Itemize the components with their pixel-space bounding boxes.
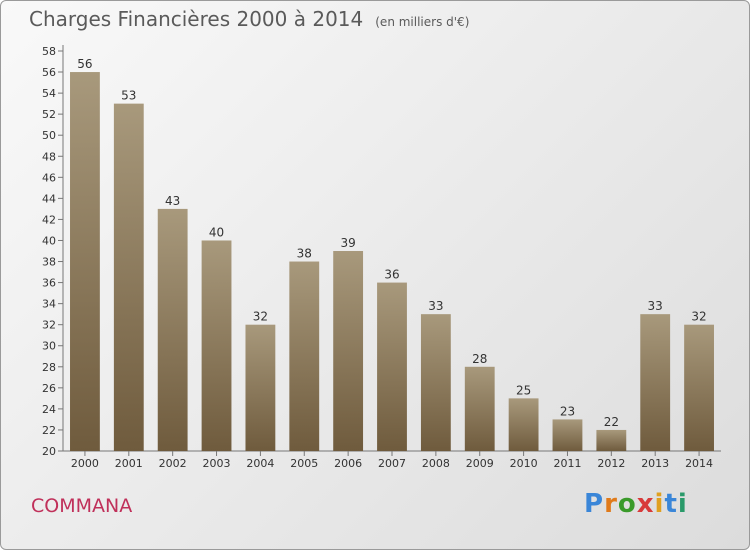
x-tick-label: 2010 <box>510 457 538 470</box>
bars <box>70 72 714 451</box>
bar-2003 <box>201 240 232 451</box>
title-text: Charges Financières 2000 à 2014 <box>29 7 364 31</box>
data-labels: 56 53 43 40 32 38 39 36 33 28 25 23 22 33 32 <box>77 57 706 429</box>
data-label: 39 <box>340 236 355 250</box>
y-tick-label: 48 <box>42 150 56 163</box>
y-tick-label: 32 <box>42 319 56 332</box>
x-tick-label: 2002 <box>159 457 187 470</box>
y-tick-label: 56 <box>42 66 56 79</box>
bar-2006 <box>333 251 364 451</box>
y-tick-label: 30 <box>42 340 56 353</box>
data-label: 43 <box>165 194 180 208</box>
y-tick-label: 20 <box>42 445 56 458</box>
bar-2012 <box>596 429 627 451</box>
logo-letter: x <box>636 489 655 519</box>
bar-2001 <box>113 103 144 451</box>
x-tick-label: 2011 <box>553 457 581 470</box>
data-label: 32 <box>691 310 706 324</box>
proxiti-logo[interactable]: Proxiti <box>584 489 688 519</box>
y-tick-label: 34 <box>42 298 56 311</box>
x-tick-label: 2012 <box>597 457 625 470</box>
data-label: 23 <box>560 404 575 418</box>
bar-2007 <box>377 282 407 451</box>
bar-2004 <box>245 324 276 451</box>
data-label: 28 <box>472 352 487 366</box>
bar-2010 <box>508 398 539 451</box>
data-label: 53 <box>121 89 136 103</box>
x-tick-label: 2006 <box>334 457 362 470</box>
chart-subtitle: (en milliers d'€) <box>375 15 470 29</box>
x-tick-label: 2003 <box>203 457 231 470</box>
y-tick-label: 54 <box>42 87 56 100</box>
y-tick-label: 46 <box>42 171 56 184</box>
bar-2009 <box>464 366 495 451</box>
data-label: 38 <box>297 247 312 261</box>
commune-name: COMMANA <box>31 495 133 517</box>
logo-letter: t <box>664 489 678 519</box>
y-tick-label: 50 <box>42 129 56 142</box>
x-tick-label: 2007 <box>378 457 406 470</box>
x-tick-label: 2004 <box>246 457 274 470</box>
data-label: 32 <box>253 310 268 324</box>
x-tick-label: 2009 <box>466 457 494 470</box>
x-tick-label: 2013 <box>641 457 669 470</box>
data-label: 56 <box>77 57 92 71</box>
data-label: 33 <box>428 299 443 313</box>
bar-2005 <box>289 261 320 451</box>
x-tick-label: 2014 <box>685 457 713 470</box>
x-tick-label: 2008 <box>422 457 450 470</box>
y-tick-label: 52 <box>42 108 56 121</box>
bar-2008 <box>420 314 451 451</box>
y-tick-label: 44 <box>42 192 56 205</box>
y-tick-label: 42 <box>42 213 56 226</box>
y-tick-label: 22 <box>42 424 56 437</box>
bar-2002 <box>157 208 188 451</box>
y-tick-label: 24 <box>42 403 56 416</box>
data-label: 36 <box>384 268 399 282</box>
chart-title: Charges Financières 2000 à 2014 (en milli… <box>29 7 469 31</box>
data-label: 25 <box>516 383 531 397</box>
logo-letter: i <box>654 489 665 519</box>
data-label: 40 <box>209 225 224 239</box>
logo-letter: P <box>584 489 605 519</box>
logo-letter: r <box>604 489 618 519</box>
y-tick-label: 28 <box>42 361 56 374</box>
bar-2011 <box>552 419 583 451</box>
axes: 20 22 24 26 28 30 32 34 36 38 40 42 44 46 48 50 52 54 56 58… <box>42 45 721 470</box>
y-tick-label: 26 <box>42 382 56 395</box>
data-label: 33 <box>648 299 663 313</box>
bar-2000 <box>70 72 100 451</box>
y-tick-label: 38 <box>42 256 56 269</box>
logo-letter: i <box>677 489 688 519</box>
bar-2014 <box>684 324 714 451</box>
x-tick-label: 2001 <box>115 457 143 470</box>
bar-2013 <box>640 314 671 451</box>
y-tick-label: 58 <box>42 45 56 58</box>
data-label: 22 <box>604 415 619 429</box>
y-tick-label: 40 <box>42 234 56 247</box>
logo-letter: o <box>617 489 637 519</box>
x-tick-label: 2000 <box>71 457 99 470</box>
x-tick-label: 2005 <box>290 457 318 470</box>
y-tick-label: 36 <box>42 277 56 290</box>
